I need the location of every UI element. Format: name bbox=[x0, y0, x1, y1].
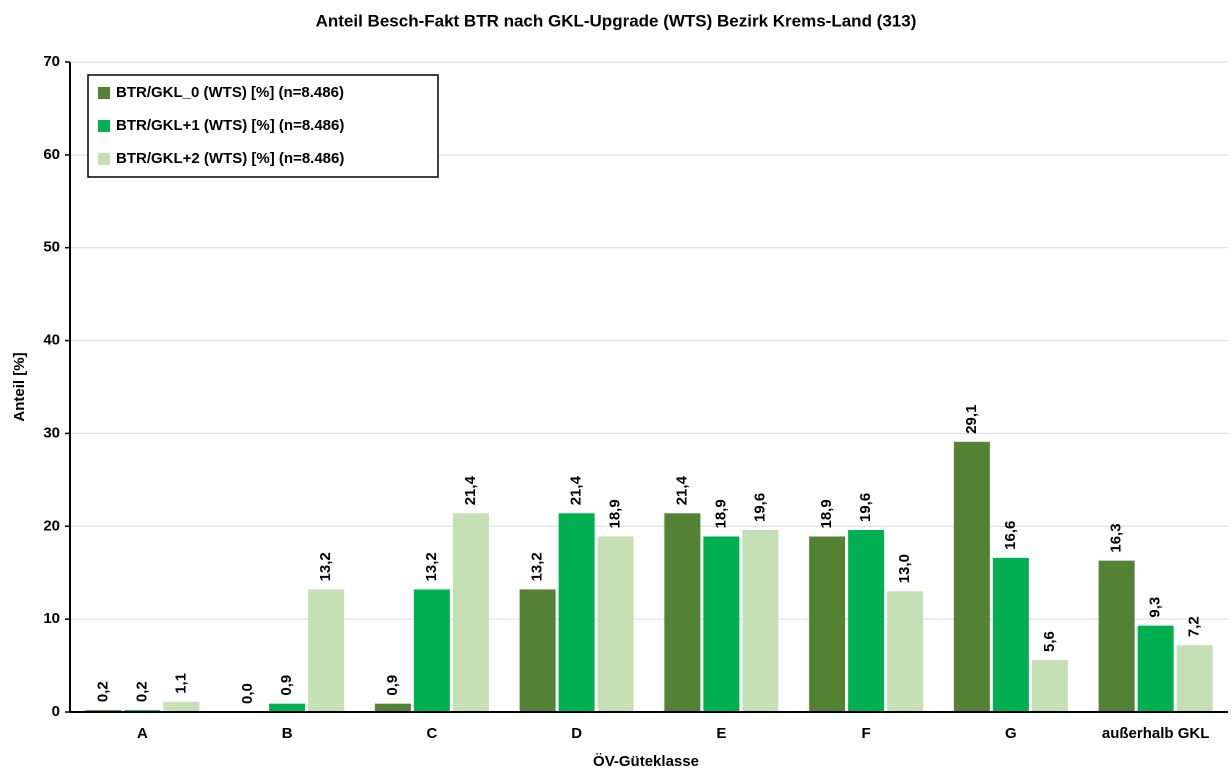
legend-swatch bbox=[98, 120, 110, 132]
data-label: 9,3 bbox=[1147, 597, 1164, 618]
bar bbox=[848, 530, 885, 712]
y-tick-label: 40 bbox=[43, 332, 60, 349]
data-label: 5,6 bbox=[1041, 631, 1058, 652]
bar bbox=[887, 591, 924, 712]
bar bbox=[558, 513, 595, 712]
data-label: 18,9 bbox=[818, 499, 835, 528]
data-label: 19,6 bbox=[751, 493, 768, 522]
legend-label: BTR/GKL+2 (WTS) [%] (n=8.486) bbox=[116, 150, 344, 167]
bar bbox=[953, 441, 990, 712]
data-label: 13,0 bbox=[896, 554, 913, 583]
x-tick-label: F bbox=[862, 725, 871, 742]
bar bbox=[1031, 660, 1068, 712]
x-tick-label: A bbox=[137, 725, 148, 742]
y-tick-label: 70 bbox=[43, 53, 60, 70]
y-tick-label: 0 bbox=[52, 703, 60, 720]
legend-box bbox=[87, 74, 439, 178]
data-label: 21,4 bbox=[462, 475, 479, 505]
data-label: 0,9 bbox=[278, 675, 295, 696]
y-tick-label: 20 bbox=[43, 517, 60, 534]
bar bbox=[597, 536, 634, 712]
bar bbox=[992, 557, 1029, 712]
bar bbox=[308, 589, 345, 712]
bar bbox=[1176, 645, 1213, 712]
bar bbox=[664, 513, 701, 712]
bar bbox=[269, 703, 306, 712]
legend-label: BTR/GKL_0 (WTS) [%] (n=8.486) bbox=[116, 84, 344, 101]
bar bbox=[1137, 625, 1174, 712]
data-label: 21,4 bbox=[673, 475, 690, 505]
data-label: 7,2 bbox=[1186, 616, 1203, 637]
bar bbox=[163, 701, 200, 712]
chart-title: Anteil Besch-Fakt BTR nach GKL-Upgrade (… bbox=[316, 11, 917, 30]
data-label: 13,2 bbox=[529, 552, 546, 581]
legend-swatch bbox=[98, 153, 110, 165]
x-tick-label: B bbox=[282, 725, 293, 742]
data-label: 16,6 bbox=[1002, 521, 1019, 550]
data-label: 0,0 bbox=[239, 683, 256, 704]
bar bbox=[742, 530, 779, 712]
bar bbox=[1098, 560, 1135, 712]
x-tick-label: D bbox=[571, 725, 582, 742]
data-label: 19,6 bbox=[857, 493, 874, 522]
data-label: 13,2 bbox=[423, 552, 440, 581]
data-label: 0,2 bbox=[133, 681, 150, 702]
bar bbox=[519, 589, 556, 712]
x-tick-label: E bbox=[716, 725, 726, 742]
y-tick-label: 60 bbox=[43, 146, 60, 163]
x-tick-label: außerhalb GKL bbox=[1102, 725, 1210, 742]
data-label: 16,3 bbox=[1108, 523, 1125, 552]
data-label: 18,9 bbox=[712, 499, 729, 528]
data-label: 29,1 bbox=[963, 405, 980, 434]
data-label: 18,9 bbox=[607, 499, 624, 528]
data-label: 0,2 bbox=[94, 681, 111, 702]
data-label: 0,9 bbox=[384, 675, 401, 696]
y-axis-label: Anteil [%] bbox=[11, 352, 28, 421]
data-label: 1,1 bbox=[172, 673, 189, 694]
bar bbox=[809, 536, 846, 712]
legend-label: BTR/GKL+1 (WTS) [%] (n=8.486) bbox=[116, 117, 344, 134]
y-tick-label: 30 bbox=[43, 424, 60, 441]
bar bbox=[703, 536, 740, 712]
x-tick-label: C bbox=[426, 725, 437, 742]
y-tick-label: 50 bbox=[43, 239, 60, 256]
data-label: 21,4 bbox=[568, 475, 585, 505]
bar bbox=[374, 703, 411, 712]
bar bbox=[452, 513, 489, 712]
y-tick-label: 10 bbox=[43, 610, 60, 627]
x-tick-label: G bbox=[1005, 725, 1017, 742]
x-axis-label: ÖV-Güteklasse bbox=[593, 753, 699, 770]
data-label: 13,2 bbox=[317, 552, 334, 581]
bar bbox=[413, 589, 450, 712]
legend-swatch bbox=[98, 87, 110, 99]
